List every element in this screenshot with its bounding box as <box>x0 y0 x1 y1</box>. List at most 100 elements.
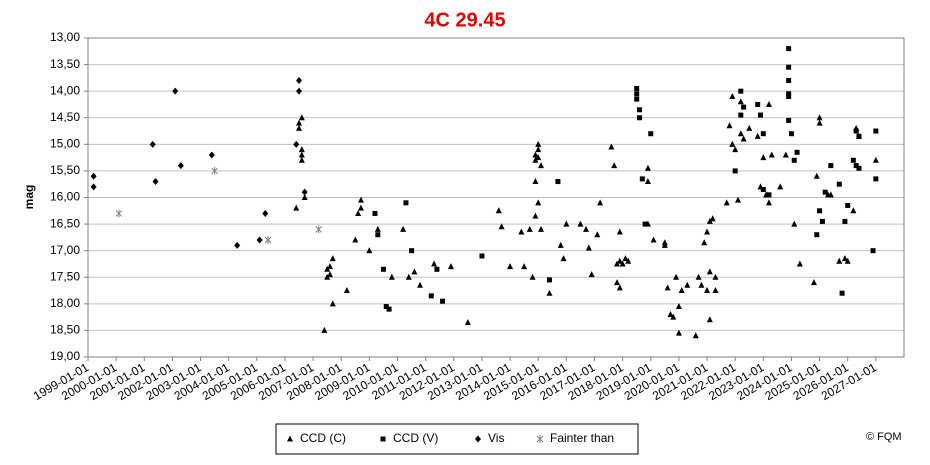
legend-box <box>275 423 639 455</box>
point <box>366 247 373 254</box>
point <box>115 209 123 218</box>
point <box>296 77 303 85</box>
point <box>786 64 792 70</box>
point <box>298 151 305 158</box>
point <box>298 146 305 153</box>
point <box>447 263 454 270</box>
point <box>172 87 179 95</box>
point <box>535 140 542 147</box>
point <box>782 151 789 158</box>
point <box>301 194 308 200</box>
point <box>746 124 753 131</box>
point <box>828 163 834 169</box>
point <box>329 300 336 307</box>
point <box>819 218 825 224</box>
y-tick-label: 17,50 <box>50 269 80 283</box>
y-tick-label: 15,50 <box>50 163 80 177</box>
legend-label: Fainter than <box>550 431 614 445</box>
point <box>706 268 713 275</box>
point <box>706 316 713 323</box>
point <box>754 132 761 139</box>
point <box>535 199 542 206</box>
point <box>262 209 269 217</box>
point <box>625 257 632 264</box>
point <box>673 273 680 280</box>
point <box>738 112 744 118</box>
legend-marker <box>536 435 544 443</box>
point <box>684 281 691 288</box>
point <box>583 225 590 232</box>
point <box>788 131 794 137</box>
point <box>760 187 766 193</box>
point <box>760 154 767 161</box>
point <box>428 293 434 299</box>
point <box>234 241 241 249</box>
point <box>355 209 362 216</box>
point <box>577 220 584 227</box>
point <box>532 212 539 219</box>
y-tick-label: 14,50 <box>50 110 80 124</box>
point <box>400 225 407 232</box>
point <box>616 228 623 235</box>
point <box>810 279 817 286</box>
point <box>411 268 418 275</box>
point <box>563 220 570 227</box>
point <box>791 220 798 227</box>
point <box>777 183 784 190</box>
point <box>738 88 744 94</box>
point <box>611 162 618 169</box>
point <box>709 215 716 222</box>
point <box>732 168 738 174</box>
point <box>873 128 879 134</box>
y-tick-label: 17,00 <box>50 243 80 257</box>
point <box>760 131 766 137</box>
point <box>642 221 648 227</box>
point <box>839 290 845 296</box>
point <box>786 78 792 84</box>
point <box>796 260 803 267</box>
point <box>667 310 674 317</box>
point <box>816 114 823 121</box>
point <box>293 140 300 148</box>
y-tick-label: 18,50 <box>50 323 80 337</box>
point <box>853 163 859 169</box>
point <box>380 266 386 272</box>
point <box>538 162 545 169</box>
point <box>518 228 525 235</box>
point <box>352 236 359 243</box>
point <box>661 241 668 248</box>
legend-label: Vis <box>488 431 504 445</box>
legend-label: CCD (C) <box>300 431 346 445</box>
point <box>726 122 733 129</box>
point <box>844 257 851 264</box>
point <box>588 271 595 278</box>
point <box>786 117 792 123</box>
point <box>594 231 601 238</box>
y-axis-label: mag <box>22 185 36 210</box>
y-tick-label: 13,00 <box>50 30 80 44</box>
point <box>152 178 159 186</box>
point <box>555 179 561 185</box>
point <box>386 306 392 312</box>
point <box>678 287 685 294</box>
point <box>856 133 862 139</box>
point <box>873 176 879 182</box>
point <box>149 140 156 148</box>
point <box>560 255 567 262</box>
point <box>664 284 671 291</box>
point <box>532 178 539 185</box>
point <box>845 202 851 208</box>
point <box>498 223 505 230</box>
point <box>644 178 651 185</box>
point <box>637 115 643 121</box>
point <box>177 162 184 170</box>
point <box>814 232 820 238</box>
point <box>619 260 626 267</box>
point <box>613 260 620 267</box>
point <box>634 91 640 97</box>
point <box>841 255 848 262</box>
point <box>431 260 438 267</box>
point <box>321 326 328 333</box>
point <box>440 298 446 304</box>
